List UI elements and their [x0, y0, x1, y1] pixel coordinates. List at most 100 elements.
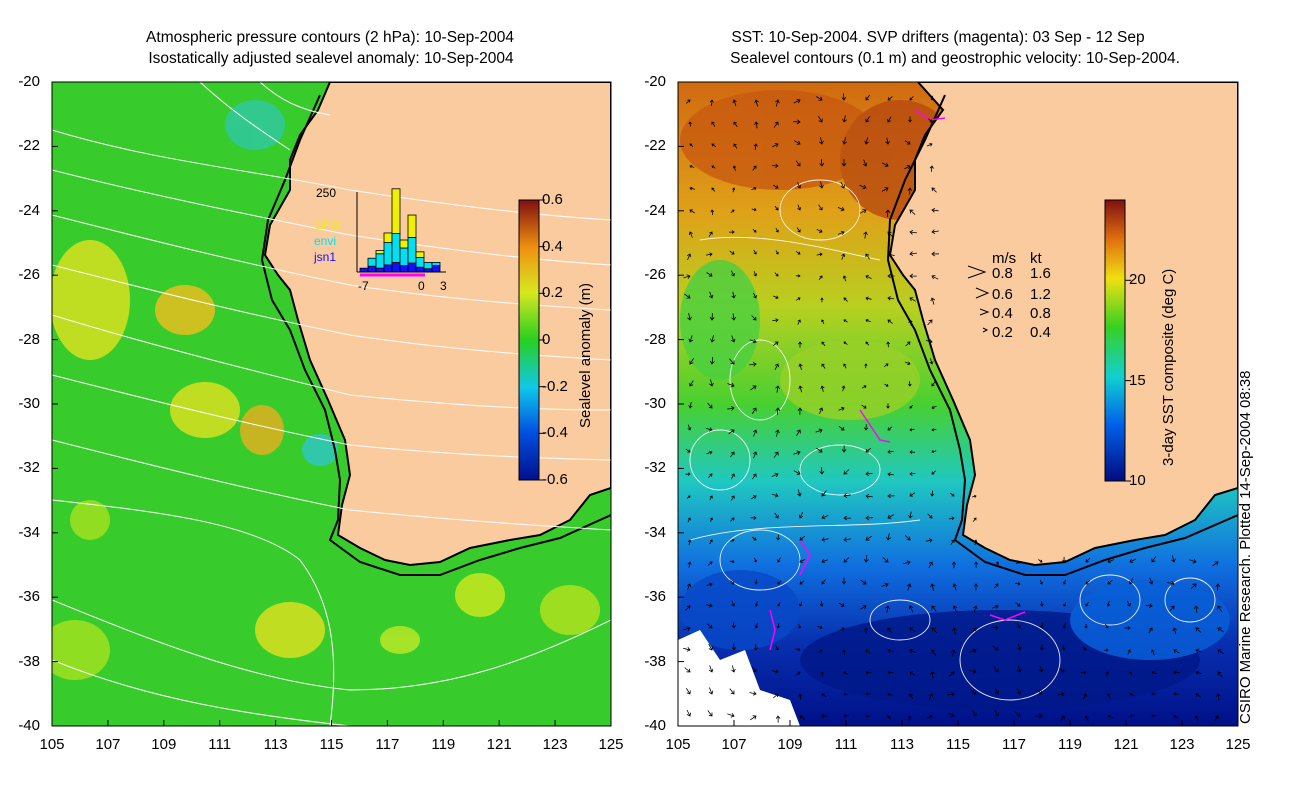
velocity-arrow-9 [887, 96, 893, 101]
velocity-arrow-387 [772, 669, 779, 674]
velocity-arrow-299 [1039, 580, 1043, 585]
velocity-arrow-320 [952, 605, 958, 613]
velocity-arrow-331 [1193, 605, 1199, 613]
velocity-arrow-196 [773, 451, 779, 458]
inset-histogram [356, 188, 446, 277]
velocity-legend-kt-1: 1.2 [1030, 286, 1051, 303]
velocity-arrow-174 [819, 407, 824, 414]
velocity-arrow-145 [709, 357, 715, 365]
velocity-arrow-60 [689, 209, 696, 214]
velocity-arrow-110 [731, 291, 736, 299]
velocity-arrow-240 [908, 511, 913, 519]
velocity-arrow-186 [815, 428, 823, 434]
velocity-arrow-40 [771, 163, 779, 169]
velocity-arrow-82 [909, 229, 917, 235]
velocity-arrow-316 [860, 605, 867, 610]
velocity-arrow-259 [707, 561, 713, 566]
velocity-arrow-333 [683, 626, 691, 631]
velocity-arrow-17 [792, 119, 801, 125]
velocity-arrow-221 [797, 489, 802, 497]
velocity-arrow-51 [751, 186, 757, 191]
left-cbar-tick-0: 0.6 [542, 191, 563, 208]
velocity-arrow-349 [1040, 622, 1045, 629]
velocity-arrow-369 [931, 649, 937, 656]
velocity-arrow-222 [821, 490, 827, 497]
velocity-arrow-385 [731, 665, 736, 673]
velocity-arrow-390 [843, 671, 848, 675]
right-xtick-7: 119 [1058, 736, 1082, 753]
velocity-arrow-276 [1085, 557, 1091, 563]
velocity-arrow-70 [909, 209, 916, 215]
inset-bar-jsn1-5 [399, 265, 409, 273]
velocity-arrow-190 [909, 428, 915, 432]
velocity-arrow-321 [973, 605, 978, 613]
velocity-arrow-450 [1060, 715, 1065, 722]
velocity-arrow-370 [951, 649, 956, 657]
velocity-arrow-16 [773, 121, 779, 128]
velocity-arrow-200 [865, 447, 872, 453]
velocity-arrow-153 [883, 363, 889, 368]
right-xtick-2: 109 [777, 736, 803, 753]
velocity-arrow-75 [752, 228, 757, 233]
velocity-arrow-207 [751, 473, 757, 480]
velocity-arrow-117 [887, 296, 895, 301]
velocity-arrow-384 [708, 665, 714, 673]
velocity-arrow-286 [754, 579, 758, 585]
left-ytick-9: -38 [18, 652, 40, 670]
velocity-arrow-264 [821, 559, 828, 564]
left-xtick-1: 107 [95, 736, 121, 753]
velocity-arrow-205 [708, 473, 713, 478]
left-xtick-0: 105 [39, 736, 65, 753]
velocity-arrow-433 [686, 709, 691, 717]
right-cbar-tick-0: 20 [1129, 271, 1146, 289]
velocity-arrow-203 [931, 450, 937, 454]
velocity-arrow-358 [683, 647, 691, 652]
velocity-arrow-326 [1085, 601, 1089, 607]
velocity-arrow-393 [909, 671, 916, 676]
velocity-arrow-337 [776, 623, 780, 629]
velocity-arrow-371 [969, 648, 977, 654]
velocity-arrow-285 [730, 580, 735, 585]
velocity-arrow-396 [969, 669, 977, 674]
right-ytick-3: -26 [644, 266, 666, 284]
right-ytick-9: -38 [644, 652, 666, 670]
velocity-arrow-173 [797, 407, 803, 415]
velocity-arrow-208 [771, 472, 779, 478]
velocity-arrow-113 [795, 297, 801, 301]
inset-xtick-0: -7 [358, 279, 369, 293]
right-ytick-6: -32 [644, 459, 666, 477]
velocity-arrow-424 [1036, 689, 1043, 695]
velocity-arrow-74 [729, 230, 735, 234]
velocity-arrow-318 [908, 605, 914, 613]
velocity-arrow-167 [931, 381, 936, 387]
velocity-arrow-402 [1105, 671, 1109, 677]
velocity-arrow-281 [1189, 558, 1197, 564]
velocity-arrow-348 [1016, 622, 1021, 629]
velocity-arrow-36 [689, 164, 695, 169]
left-cbar-tick-2: 0.2 [542, 284, 563, 302]
velocity-arrow-30 [819, 137, 824, 145]
velocity-arrow-410 [729, 688, 735, 695]
velocity-arrow-391 [865, 670, 871, 675]
velocity-arrow-354 [1148, 627, 1153, 634]
velocity-arrow-341 [863, 627, 869, 635]
velocity-arrow-154 [904, 361, 911, 366]
velocity-arrow-213 [887, 472, 895, 477]
left-cbar-tick-3: 0 [542, 331, 551, 348]
velocity-arrow-284 [706, 582, 713, 587]
velocity-arrow-305 [1167, 581, 1175, 586]
right-xtick-1: 107 [721, 736, 747, 753]
velocity-arrow-63 [751, 208, 757, 212]
velocity-arrow-446 [971, 710, 977, 717]
velocity-legend-ms-1: 0.6 [992, 286, 1013, 303]
velocity-arrow-119 [930, 297, 936, 305]
velocity-arrow-218 [730, 495, 735, 501]
right-xtick-0: 105 [665, 736, 691, 753]
velocity-arrow-345 [952, 627, 957, 635]
velocity-arrow-283 [687, 583, 692, 590]
velocity-arrow-250 [821, 537, 829, 542]
velocity-arrow-254 [904, 535, 911, 541]
velocity-arrow-191 [931, 428, 937, 432]
left-xtick-7: 119 [431, 736, 456, 753]
velocity-arrow-319 [931, 605, 937, 612]
